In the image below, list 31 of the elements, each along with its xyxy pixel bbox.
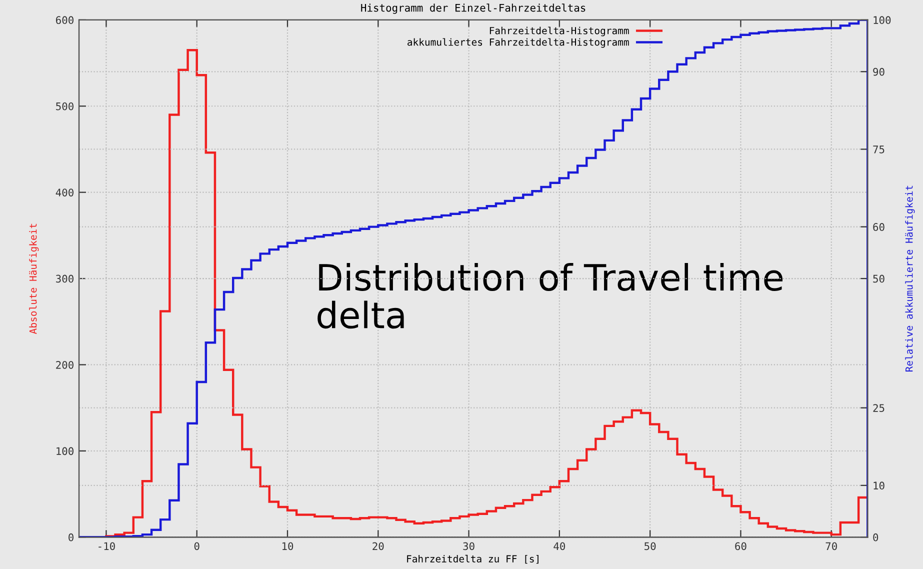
x-tick-label: 40 xyxy=(554,542,566,550)
y-tick-label: 100 xyxy=(56,447,74,456)
x-tick-label: 60 xyxy=(735,542,746,550)
y2-tick-label: 60 xyxy=(873,223,884,231)
x-tick-label: 70 xyxy=(826,542,837,550)
legend-label: Fahrzeitdelta-Histogramm xyxy=(490,26,629,36)
y2-tick-label: 100 xyxy=(874,16,891,24)
x-axis-title: Fahrzeitdelta zu FF [s] xyxy=(407,554,538,564)
y2-tick-label: 50 xyxy=(873,274,884,283)
y2-tick-label: 10 xyxy=(874,482,884,490)
y-axis-title: Absolute Häufigkeit xyxy=(29,224,39,334)
y-tick-label: 600 xyxy=(56,16,74,24)
x-tick-label: 0 xyxy=(194,542,200,550)
y2-tick-label: 90 xyxy=(873,68,884,76)
y-tick-label: 400 xyxy=(56,188,74,196)
legend-label: akkumuliertes Fahrzeitdelta-Histogramm xyxy=(408,38,629,48)
y-tick-label: 500 xyxy=(56,102,74,110)
x-tick-label: 30 xyxy=(463,542,474,550)
y-tick-label: 200 xyxy=(56,360,74,369)
y2-tick-label: 25 xyxy=(873,404,884,412)
y2-tick-label: 0 xyxy=(873,533,878,542)
y2-axis-title: Relative akkumulierte Häufigkeit xyxy=(905,186,915,372)
x-tick-label: 50 xyxy=(644,542,656,550)
x-tick-label: -10 xyxy=(98,542,115,550)
y2-tick-label: 75 xyxy=(873,146,884,154)
chart-title: Histogramm der Einzel-Fahrzeitdeltas xyxy=(361,4,586,14)
y-tick-label: 300 xyxy=(56,274,74,283)
annotation: Distribution of Travel time delta xyxy=(318,263,782,329)
x-tick-label: 20 xyxy=(372,542,384,550)
x-tick-label: 10 xyxy=(282,542,294,550)
y-tick-label: 0 xyxy=(68,533,74,542)
